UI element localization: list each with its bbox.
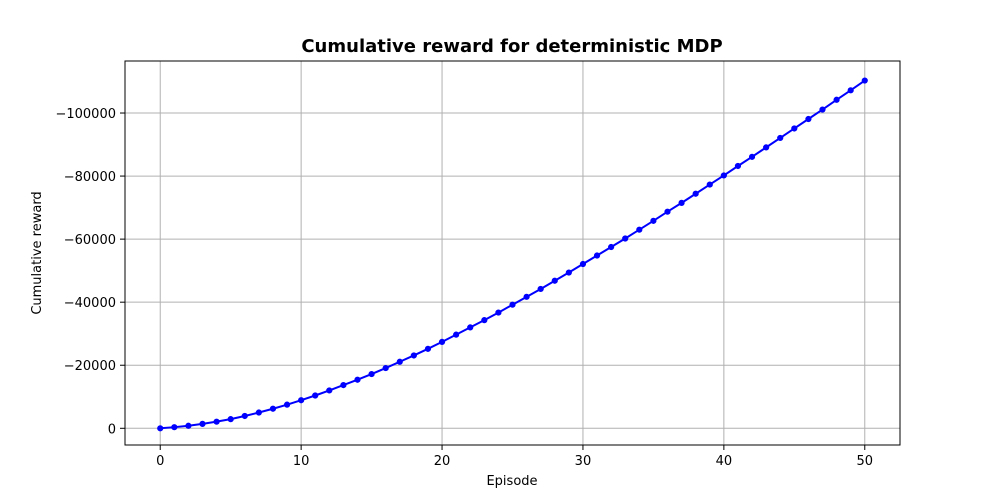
data-point <box>255 409 262 416</box>
data-point <box>579 260 587 268</box>
data-point <box>861 77 868 84</box>
series-layer <box>157 77 868 432</box>
data-point <box>171 424 178 431</box>
chart-title: Cumulative reward for deterministic MDP <box>301 36 722 57</box>
y-tick-label: −100000 <box>55 107 116 122</box>
data-point <box>551 277 558 284</box>
y-tick-label: −40000 <box>64 296 116 311</box>
data-point <box>368 370 375 378</box>
data-point <box>565 269 572 276</box>
data-point <box>382 364 389 372</box>
x-tick-label: 10 <box>293 454 310 469</box>
data-point <box>481 317 488 324</box>
data-point <box>312 392 319 399</box>
data-point <box>748 153 756 160</box>
data-point <box>720 172 727 179</box>
data-point <box>453 331 460 338</box>
x-tick-label: 50 <box>856 454 873 469</box>
data-point <box>608 243 615 251</box>
data-point <box>678 199 685 206</box>
series-line <box>160 79 866 430</box>
data-point <box>650 217 657 224</box>
data-point <box>819 106 826 113</box>
y-tick-label: −60000 <box>64 233 116 248</box>
grid <box>125 61 900 445</box>
plot-frame <box>124 60 901 446</box>
y-axis-label: Cumulative reward <box>30 191 45 314</box>
x-tick-label: 30 <box>575 454 592 469</box>
data-point <box>227 416 234 423</box>
data-point <box>692 190 699 197</box>
data-point <box>467 324 474 331</box>
data-point <box>664 208 671 215</box>
data-point <box>424 345 432 352</box>
data-point <box>298 397 305 404</box>
data-point <box>509 301 516 308</box>
data-point <box>734 162 742 170</box>
x-tick-label: 40 <box>716 454 733 469</box>
x-tick-label: 0 <box>156 454 164 469</box>
y-tick-label: −20000 <box>64 359 116 374</box>
x-tick-label: 20 <box>434 454 451 469</box>
data-point <box>833 96 840 103</box>
y-tick-label: 0 <box>108 422 116 437</box>
data-point <box>410 352 417 359</box>
data-point <box>763 144 770 151</box>
data-point <box>354 376 361 383</box>
data-point <box>847 87 854 94</box>
data-point <box>495 309 502 316</box>
data-point <box>537 285 544 293</box>
data-point <box>636 226 643 233</box>
data-point <box>283 401 291 408</box>
x-axis-label: Episode <box>486 474 537 489</box>
data-point <box>185 422 192 429</box>
data-point <box>269 405 277 412</box>
data-point <box>805 115 812 123</box>
data-point <box>438 338 446 346</box>
ticks: 0 10 20 30 40 50 0 −20000 −40000 −60000 −80000 −100… <box>55 107 873 469</box>
data-point <box>199 420 206 427</box>
data-point <box>523 293 530 300</box>
data-point <box>241 412 248 420</box>
data-point <box>326 387 333 394</box>
data-point <box>791 125 798 132</box>
y-tick-label: −80000 <box>64 170 116 185</box>
data-point <box>340 381 347 389</box>
data-point <box>213 418 220 425</box>
data-point <box>777 134 784 142</box>
data-point <box>706 181 713 188</box>
data-point <box>157 425 164 432</box>
data-point <box>396 358 403 365</box>
data-point <box>593 252 601 259</box>
data-point <box>622 235 629 242</box>
